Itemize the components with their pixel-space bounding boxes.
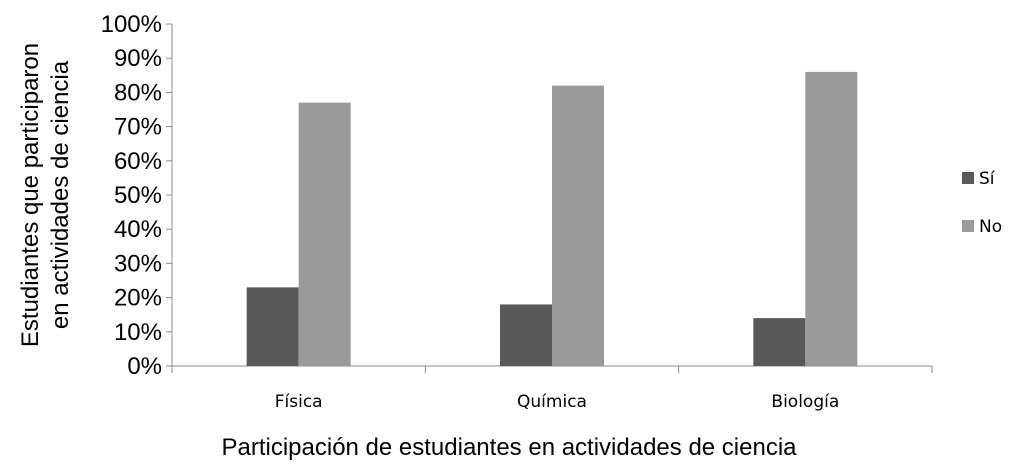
y-tick-label: 80% [114, 79, 162, 106]
bar-si [753, 318, 806, 366]
bars [246, 71, 858, 366]
x-category-label: Química [517, 392, 587, 412]
legend: Sí No [962, 169, 1002, 237]
y-tick-label: 100% [101, 11, 162, 38]
bar-no [298, 102, 351, 366]
x-category-label: Biología [771, 392, 839, 412]
y-tick-label: 70% [114, 114, 162, 141]
y-axis-title-line-2: en actividades de ciencia [47, 60, 74, 329]
y-tick-label: 40% [114, 216, 162, 243]
y-tick-label: 10% [114, 319, 162, 346]
legend-swatch [962, 220, 974, 232]
bar-no [805, 71, 858, 366]
x-category-label: Física [275, 392, 323, 412]
y-tick-label: 60% [114, 148, 162, 175]
y-axis: 0% 10% 20% 30% 40% 50% 60% 70% 80% 90% 100% [101, 11, 173, 380]
x-axis-title: Participación de estudiantes en activida… [221, 434, 797, 461]
bar-si [246, 287, 299, 366]
bar-no [552, 85, 604, 366]
legend-swatch [962, 172, 974, 184]
bar-si [500, 304, 552, 366]
y-tick-label: 90% [114, 45, 162, 72]
legend-label: No [979, 217, 1002, 237]
legend-label: Sí [979, 169, 996, 189]
x-axis: Física Química Biología [171, 365, 933, 412]
y-tick-label: 50% [114, 182, 162, 209]
y-tick-label: 30% [114, 250, 162, 277]
y-axis-title-line-1: Estudiantes que participaron [17, 43, 44, 347]
y-tick-label: 0% [127, 353, 162, 380]
y-tick-label: 20% [114, 285, 162, 312]
